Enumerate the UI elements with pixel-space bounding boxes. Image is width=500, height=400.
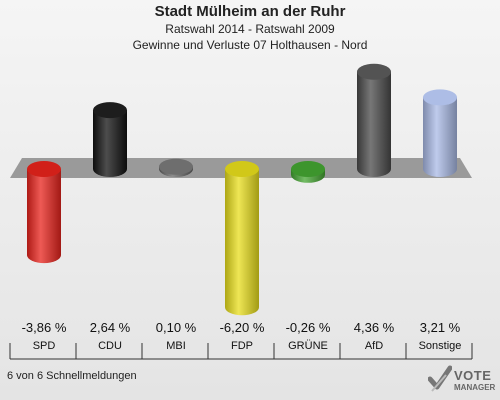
value-label: 3,21 % [420, 320, 461, 335]
value-label: 0,10 % [156, 320, 197, 335]
bar-top-cap [159, 158, 193, 175]
bar-afd [357, 63, 391, 177]
bar-bottom-cap [225, 299, 259, 316]
category-label: AfD [365, 340, 383, 352]
bar-cdu [93, 102, 127, 177]
bar-body [93, 110, 127, 169]
bar-grüne [291, 161, 325, 183]
logo-text-vote: VOTE [454, 368, 492, 383]
chart-subtitle: Ratswahl 2014 - Ratswahl 2009 [165, 22, 335, 36]
chart-subtitle-2: Gewinne und Verluste 07 Holthausen - Nor… [132, 38, 368, 52]
bar-body [357, 71, 391, 169]
value-label: -0,26 % [286, 320, 331, 335]
checkmark-icon [427, 365, 453, 392]
footer-note: 6 von 6 Schnellmeldungen [7, 370, 137, 382]
category-label: SPD [33, 340, 56, 352]
value-label: -3,86 % [22, 320, 67, 335]
value-label: 2,64 % [90, 320, 131, 335]
category-label: CDU [98, 340, 122, 352]
bar-bottom-cap [357, 161, 391, 177]
category-label: GRÜNE [288, 340, 328, 352]
bar-body [423, 97, 457, 169]
bar-bottom-cap [93, 161, 127, 177]
bar-bottom-cap [27, 247, 61, 264]
bar-top-cap [225, 161, 259, 177]
bar-spd [27, 161, 61, 264]
bar-top-cap [357, 63, 391, 80]
chart-title: Stadt Mülheim an der Ruhr [154, 3, 346, 20]
bar-bottom-cap [423, 161, 457, 177]
bar-top-cap [291, 161, 325, 177]
vote-manager-logo: VOTE MANAGER [427, 365, 498, 397]
value-label: 4,36 % [354, 320, 395, 335]
bar-top-cap [423, 89, 457, 106]
bar-body [27, 169, 61, 256]
value-label: -6,20 % [220, 320, 265, 335]
bar-sonstige [423, 89, 457, 177]
bar-top-cap [93, 102, 127, 119]
bar-mbi [159, 158, 193, 177]
category-label: Sonstige [419, 340, 462, 352]
bar-body [225, 169, 259, 308]
category-label: MBI [166, 340, 186, 352]
logo-text-manager: MANAGER [454, 383, 496, 392]
category-axis [9, 343, 473, 360]
bar-fdp [225, 161, 259, 316]
bar-top-cap [27, 161, 61, 177]
category-label: FDP [231, 340, 253, 352]
